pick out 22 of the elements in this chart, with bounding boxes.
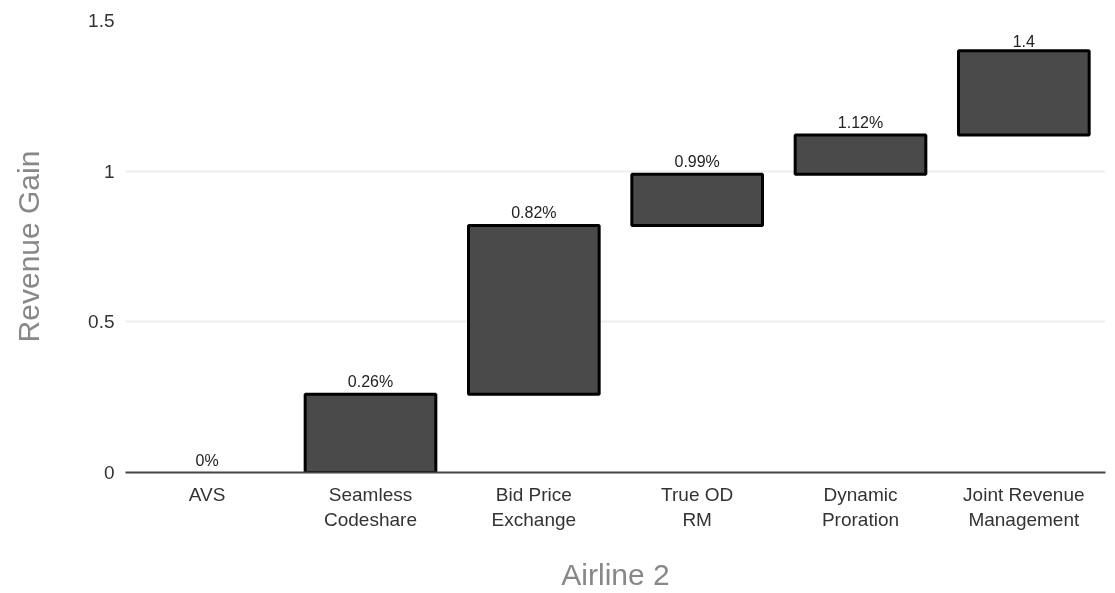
x-tick-label: Joint Revenue Management bbox=[963, 483, 1085, 530]
x-axis-title: Airline 2 bbox=[561, 557, 670, 591]
bar bbox=[467, 223, 601, 396]
data-label: 0.99% bbox=[674, 153, 720, 171]
data-label: 0% bbox=[195, 451, 219, 469]
y-axis-title: Revenue Gain bbox=[12, 150, 46, 343]
y-tick-label: 1 bbox=[103, 160, 115, 182]
data-label: 1.4 bbox=[1012, 32, 1036, 50]
y-tick-label: 0.5 bbox=[88, 311, 115, 333]
bar bbox=[957, 49, 1091, 137]
bar bbox=[630, 172, 764, 227]
y-tick-label: 0 bbox=[103, 462, 115, 483]
x-tick-label: Dynamic Proration bbox=[821, 483, 900, 530]
y-tick-label: 1.5 bbox=[88, 10, 115, 31]
x-tick-label: AVS bbox=[188, 483, 226, 505]
x-tick-label: True OD RM bbox=[661, 483, 734, 530]
data-label: 0.26% bbox=[347, 373, 394, 391]
bar bbox=[793, 133, 928, 176]
x-tick-label: Seamless Codeshare bbox=[324, 483, 417, 530]
data-label: 0.82% bbox=[511, 204, 557, 222]
x-tick-label: Bid Price Exchange bbox=[491, 483, 577, 530]
data-label: 1.12% bbox=[837, 114, 884, 132]
